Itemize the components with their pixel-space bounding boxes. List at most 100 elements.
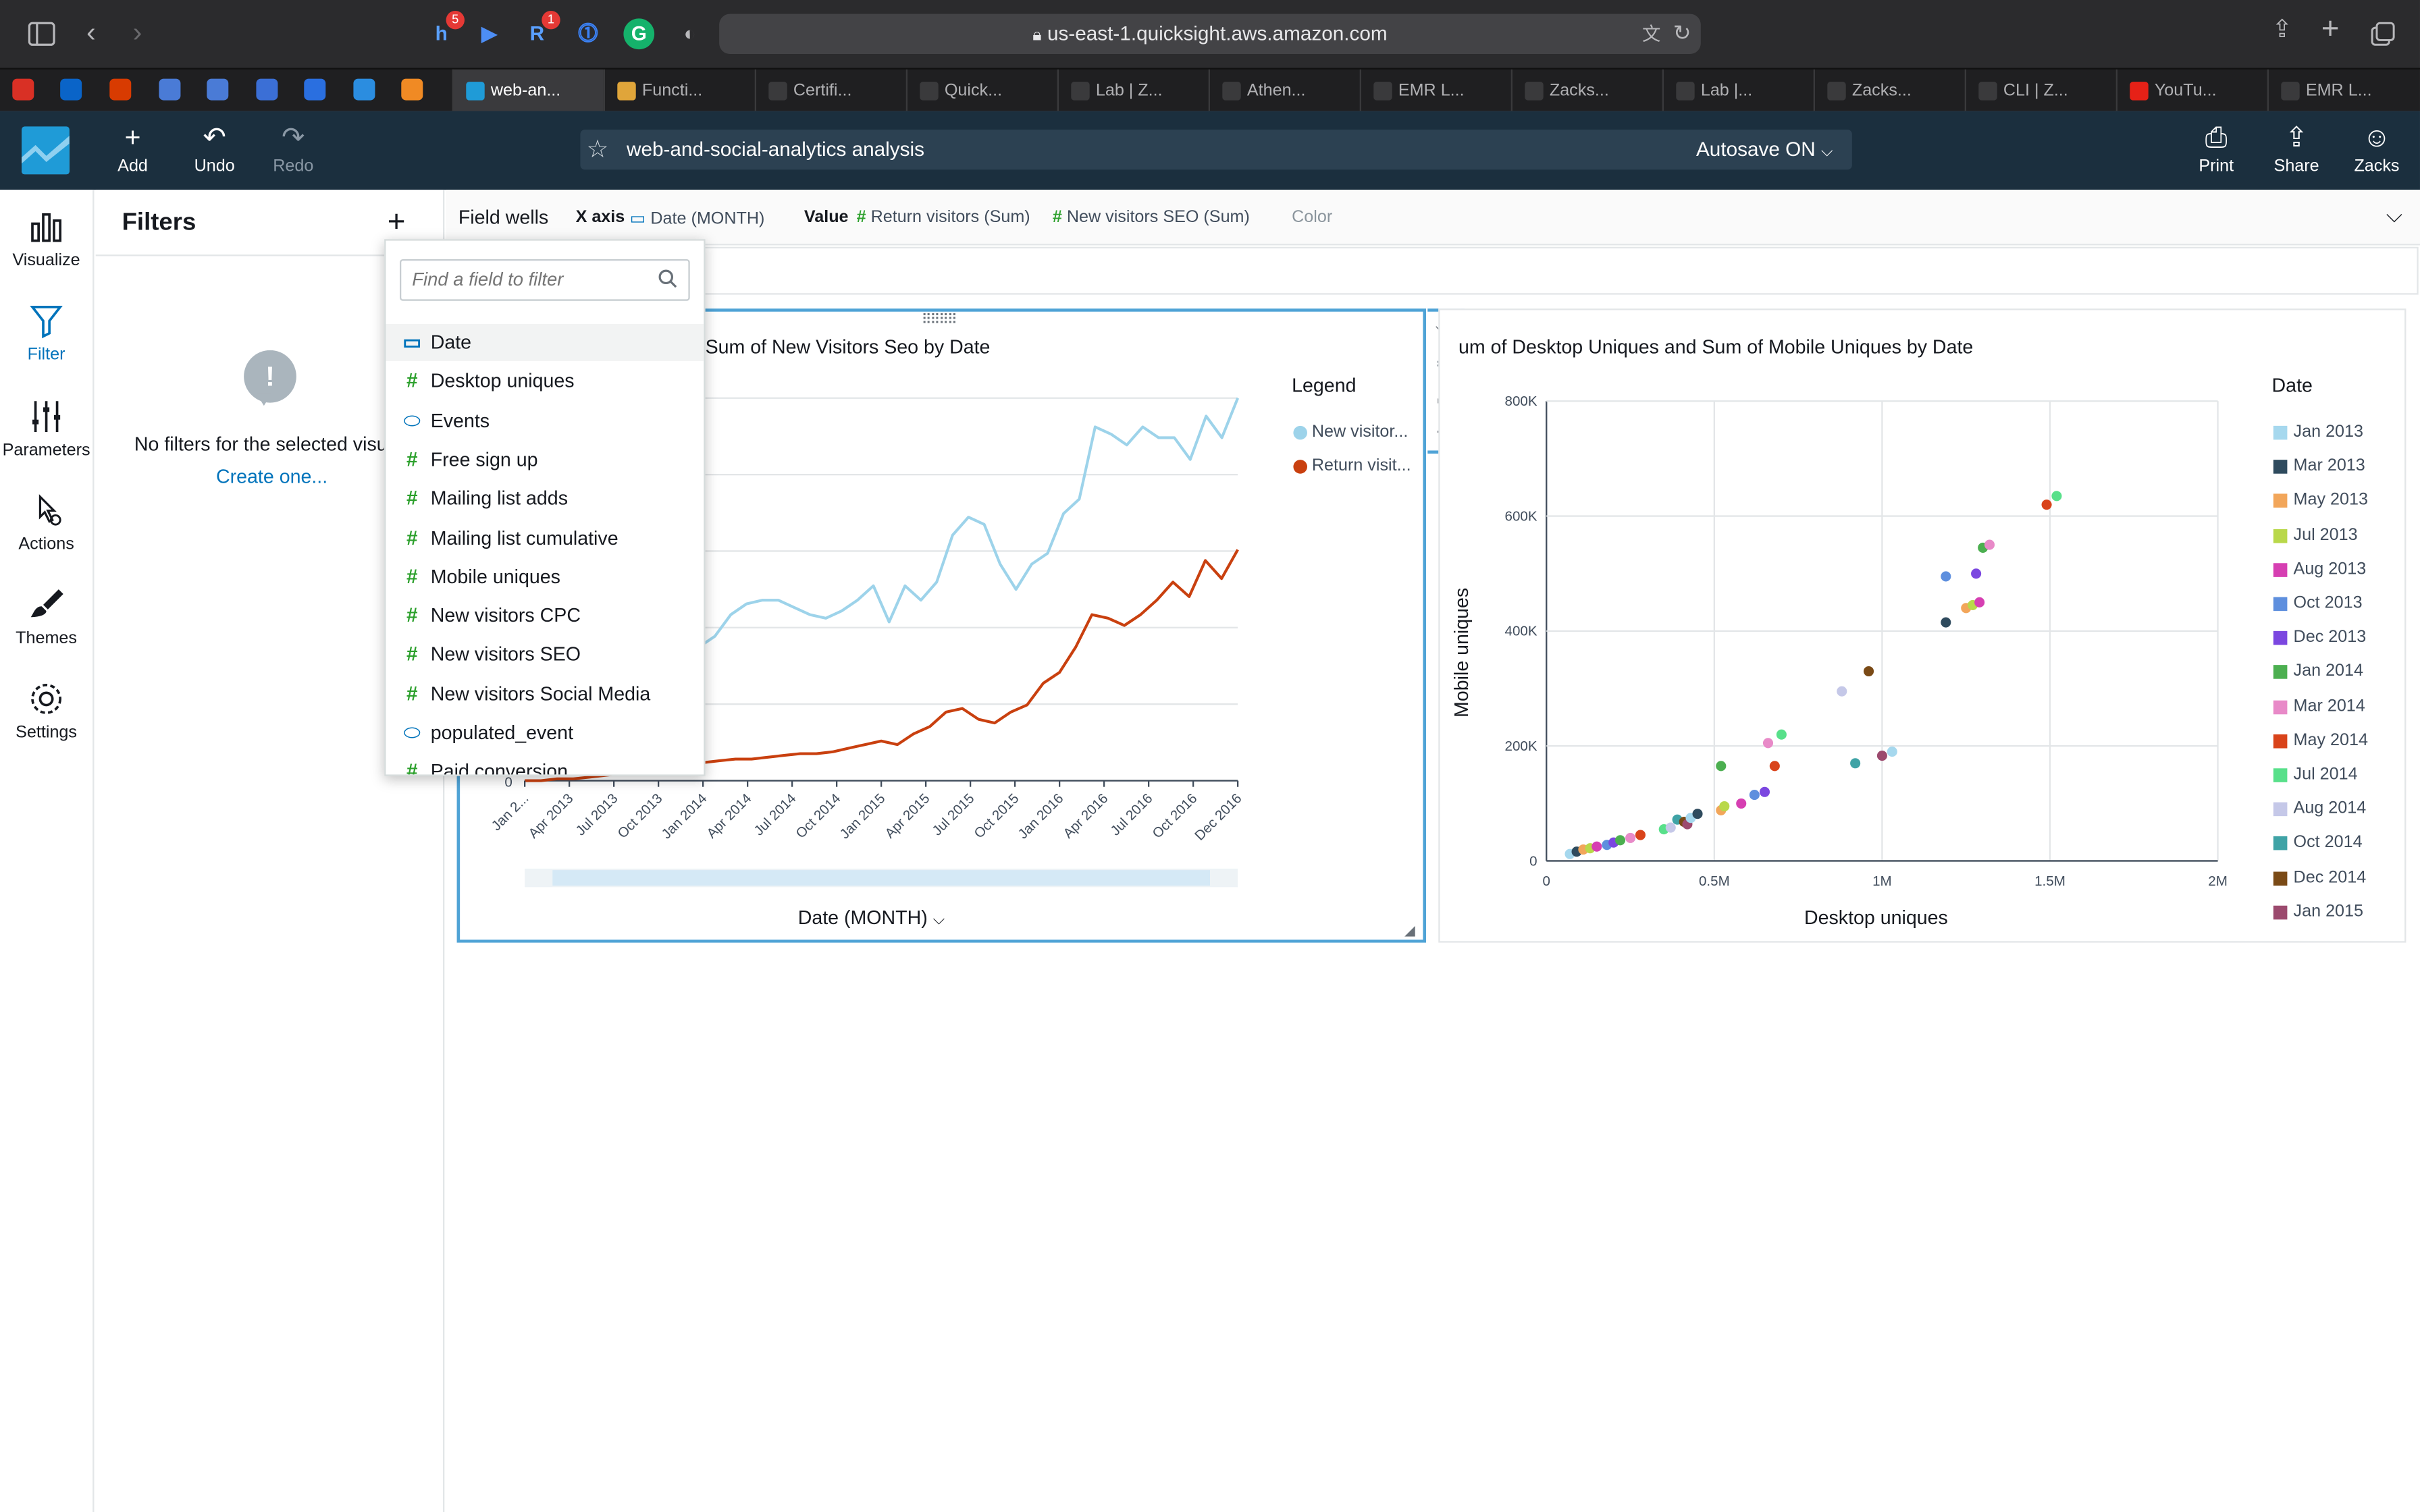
field-option[interactable]: # Mailing list adds [386, 480, 704, 517]
autosave-toggle[interactable]: Autosave ON ⌵ [1695, 137, 1833, 161]
legend-item[interactable]: Jan 2015 [2293, 902, 2364, 921]
bird-pinned-tab-icon[interactable] [353, 78, 375, 101]
forward-icon[interactable]: › [132, 17, 142, 48]
office-pinned-tab-icon[interactable] [109, 78, 132, 101]
tab-youtube[interactable]: YouTu... [2115, 69, 2267, 113]
field-option[interactable]: # Desktop uniques [386, 363, 704, 400]
scatter-point[interactable] [1759, 786, 1770, 797]
rail-actions[interactable]: Actions [0, 492, 93, 554]
legend-item[interactable]: Dec 2013 [2293, 628, 2367, 647]
scatter-point[interactable] [1762, 738, 1774, 749]
undo-button[interactable]: ↶ Undo [178, 120, 252, 176]
field-option[interactable]: ⬭ populated_event [386, 714, 704, 751]
tab-quicksight[interactable]: web-an... [452, 69, 604, 113]
field-option[interactable]: # Paid conversion [386, 753, 704, 774]
field-option[interactable]: # Mobile uniques [386, 558, 704, 595]
scatter-point[interactable] [2051, 491, 2062, 502]
translate2-pinned-tab-icon[interactable] [207, 78, 229, 101]
tab-zacks-1[interactable]: Zacks... [1510, 69, 1662, 113]
resize-handle-icon[interactable]: ◢ [1404, 922, 1415, 938]
gmail-pinned-tab-icon[interactable] [12, 78, 34, 101]
tab-lab-2[interactable]: Lab |... [1662, 69, 1814, 113]
scatter-point[interactable] [1716, 761, 1727, 772]
scatter-point[interactable] [1592, 841, 1602, 852]
box-pinned-tab-icon[interactable] [401, 78, 423, 101]
legend-item[interactable]: Aug 2013 [2293, 560, 2367, 578]
legend-item[interactable]: Jul 2013 [2293, 525, 2358, 544]
legend-item-seo[interactable]: New visitor... [1311, 423, 1409, 441]
scatter-point[interactable] [1625, 832, 1636, 843]
user-menu[interactable]: ☺ Zacks [2340, 120, 2414, 176]
grammarly-extension-icon[interactable]: G [623, 18, 655, 50]
field-option[interactable]: # New visitors Social Media [386, 675, 704, 712]
app-pinned-tab-icon[interactable] [304, 78, 326, 101]
tab-zacks-2[interactable]: Zacks... [1813, 69, 1965, 113]
sidebar-toggle-icon[interactable] [28, 22, 55, 47]
scatter-point[interactable] [1984, 539, 1995, 550]
outlook-pinned-tab-icon[interactable] [60, 78, 82, 101]
rail-parameters[interactable]: Parameters [0, 398, 93, 460]
tab-functions[interactable]: Functi... [603, 69, 755, 113]
scatter-point[interactable] [1749, 790, 1760, 801]
print-button[interactable]: ⎙ Print [2179, 120, 2253, 176]
scatter-point[interactable] [1876, 750, 1887, 761]
scatter-point[interactable] [2041, 500, 2052, 510]
field-option[interactable]: # New visitors SEO [386, 637, 704, 674]
scatter-chart-visual[interactable] [1438, 308, 2406, 943]
rail-filter[interactable]: Filter [0, 302, 93, 364]
x-axis-field[interactable]: ▭ Date (MONTH) [629, 209, 765, 229]
quicksight-logo-icon[interactable] [21, 126, 70, 175]
field-option[interactable]: ▭ Date [386, 323, 704, 361]
tab-certification[interactable]: Certifi... [754, 69, 906, 113]
scatter-point[interactable] [1776, 729, 1787, 740]
line-x-axis-title[interactable]: Date (MONTH) ⌵ [797, 907, 945, 929]
scatter-point[interactable] [1850, 758, 1861, 769]
scatter-point[interactable] [1837, 686, 1847, 697]
tab-quick[interactable]: Quick... [905, 69, 1057, 113]
field-option[interactable]: # New visitors CPC [386, 597, 704, 634]
field-option[interactable]: ⬭ Events [386, 402, 704, 439]
share-page-icon[interactable]: ⇪ [2271, 17, 2293, 43]
field-wells-label[interactable]: Field wells [458, 207, 549, 229]
redo-button[interactable]: ↷ Redo [256, 120, 330, 176]
add-button[interactable]: + Add [96, 120, 170, 176]
scatter-point[interactable] [1635, 830, 1646, 840]
scatter-point[interactable] [1719, 801, 1730, 812]
legend-item[interactable]: Jul 2014 [2293, 765, 2358, 784]
reload-icon[interactable]: ↻ [1673, 20, 1691, 45]
password-extension-icon[interactable]: ⓵ [577, 21, 598, 45]
scatter-point[interactable] [1941, 617, 1951, 628]
scatter-point[interactable] [1971, 568, 1982, 579]
value-field-new-visitors-seo[interactable]: # New visitors SEO (Sum) [1052, 208, 1250, 227]
collapse-wells-icon[interactable]: ⌵ [2386, 202, 2402, 227]
media-extension-icon[interactable]: ▶ [481, 21, 497, 45]
legend-item[interactable]: May 2014 [2293, 730, 2368, 750]
legend-item[interactable]: Oct 2013 [2293, 593, 2363, 613]
legend-item[interactable]: May 2013 [2293, 491, 2368, 510]
rail-visualize[interactable]: Visualize [0, 209, 93, 270]
share-button[interactable]: ⇪ Share [2259, 120, 2334, 176]
tab-overview-icon[interactable] [2371, 22, 2396, 47]
field-option[interactable]: # Mailing list cumulative [386, 519, 704, 556]
add-filter-button[interactable]: + [387, 205, 406, 240]
color-well-label[interactable]: Color [1292, 208, 1333, 227]
rail-themes[interactable]: Themes [0, 587, 93, 648]
scatter-point[interactable] [1769, 761, 1780, 772]
value-field-return-visitors[interactable]: # Return visitors (Sum) [856, 208, 1030, 227]
star-icon[interactable]: ☆ [586, 137, 609, 164]
legend-item[interactable]: Jan 2013 [2293, 423, 2364, 441]
analysis-title-field[interactable] [580, 129, 1852, 170]
tab-emr-2[interactable]: EMR L... [2267, 69, 2420, 113]
scatter-point[interactable] [1887, 747, 1897, 757]
scatter-point[interactable] [1941, 571, 1951, 582]
translate-pinned-tab-icon[interactable] [159, 78, 181, 101]
translate-icon[interactable]: 文 [1641, 23, 1661, 45]
legend-item[interactable]: Oct 2014 [2293, 834, 2363, 853]
back-icon[interactable]: ‹ [86, 17, 96, 48]
drag-handle-icon[interactable]: ⠿⠿⠿⠿ [921, 311, 957, 327]
legend-item[interactable]: Mar 2014 [2293, 697, 2365, 716]
range-scrollbar-thumb[interactable] [552, 870, 1210, 886]
tab-cli[interactable]: CLI | Z... [1964, 69, 2116, 113]
